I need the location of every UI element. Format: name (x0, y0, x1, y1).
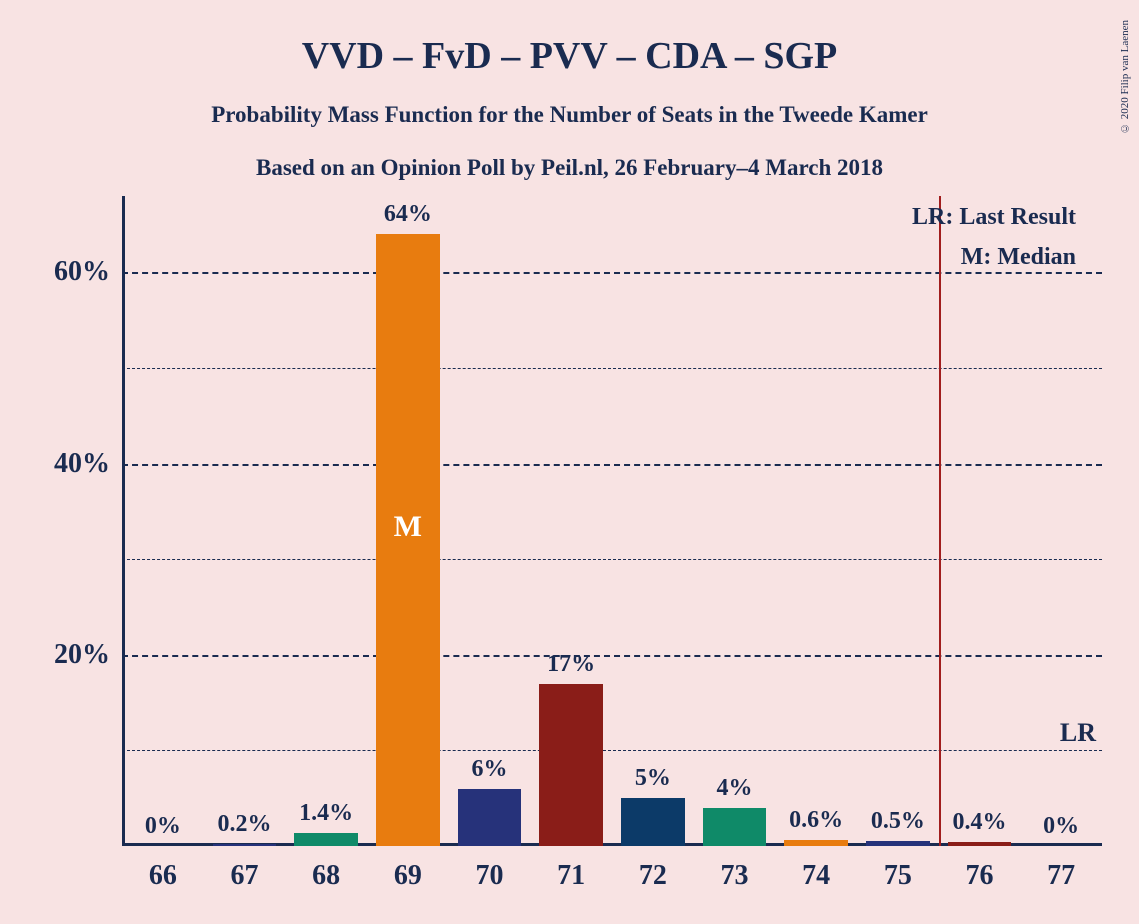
x-axis-tick-label: 77 (1047, 846, 1075, 892)
legend-entry: LR: Last Result (912, 204, 1076, 231)
last-result-label: LR (1060, 718, 1096, 748)
bar-value-label: 5% (635, 765, 671, 792)
gridline-major (122, 464, 1102, 466)
copyright-text: © 2020 Filip van Laenen (1119, 20, 1131, 134)
bar-value-label: 17% (547, 651, 595, 678)
bar-value-label: 0.2% (218, 811, 272, 838)
bar-value-label: 6% (472, 756, 508, 783)
x-axis-tick-label: 76 (966, 846, 994, 892)
chart-plot-area: 20%40%60%0%660.2%671.4%6864%696%7017%715… (122, 196, 1102, 846)
x-axis-tick-label: 70 (476, 846, 504, 892)
x-axis-tick-label: 68 (312, 846, 340, 892)
last-result-line (939, 196, 941, 846)
x-axis-tick-label: 73 (721, 846, 749, 892)
chart-subtitle-2: Based on an Opinion Poll by Peil.nl, 26 … (0, 149, 1139, 181)
bar-value-label: 0.4% (953, 809, 1007, 836)
y-axis-tick-label: 20% (54, 639, 122, 671)
y-axis-tick-label: 40% (54, 448, 122, 480)
x-axis-tick-label: 72 (639, 846, 667, 892)
bar-value-label: 0.6% (789, 807, 843, 834)
x-axis-tick-label: 69 (394, 846, 422, 892)
bar-value-label: 0.5% (871, 808, 925, 835)
y-axis (122, 196, 125, 846)
bar (539, 684, 603, 847)
bar-value-label: 4% (717, 775, 753, 802)
x-axis-tick-label: 74 (802, 846, 830, 892)
bar-value-label: 1.4% (299, 800, 353, 827)
bar-value-label: 0% (145, 813, 181, 840)
chart-title: VVD – FvD – PVV – CDA – SGP (0, 0, 1139, 78)
bar (458, 789, 522, 846)
x-axis-tick-label: 75 (884, 846, 912, 892)
gridline-minor (122, 750, 1102, 751)
bar-value-label: 64% (384, 201, 432, 228)
legend-entry: M: Median (961, 244, 1076, 271)
x-axis-tick-label: 66 (149, 846, 177, 892)
y-axis-tick-label: 60% (54, 256, 122, 288)
bar (703, 808, 767, 846)
bar-value-label: 0% (1043, 813, 1079, 840)
gridline-minor (122, 559, 1102, 560)
gridline-minor (122, 368, 1102, 369)
x-axis-tick-label: 71 (557, 846, 585, 892)
x-axis-tick-label: 67 (231, 846, 259, 892)
gridline-major (122, 655, 1102, 657)
chart-subtitle-1: Probability Mass Function for the Number… (0, 96, 1139, 128)
bar (621, 798, 685, 846)
bar (294, 833, 358, 846)
median-marker: M (394, 510, 422, 544)
gridline-major (122, 272, 1102, 274)
